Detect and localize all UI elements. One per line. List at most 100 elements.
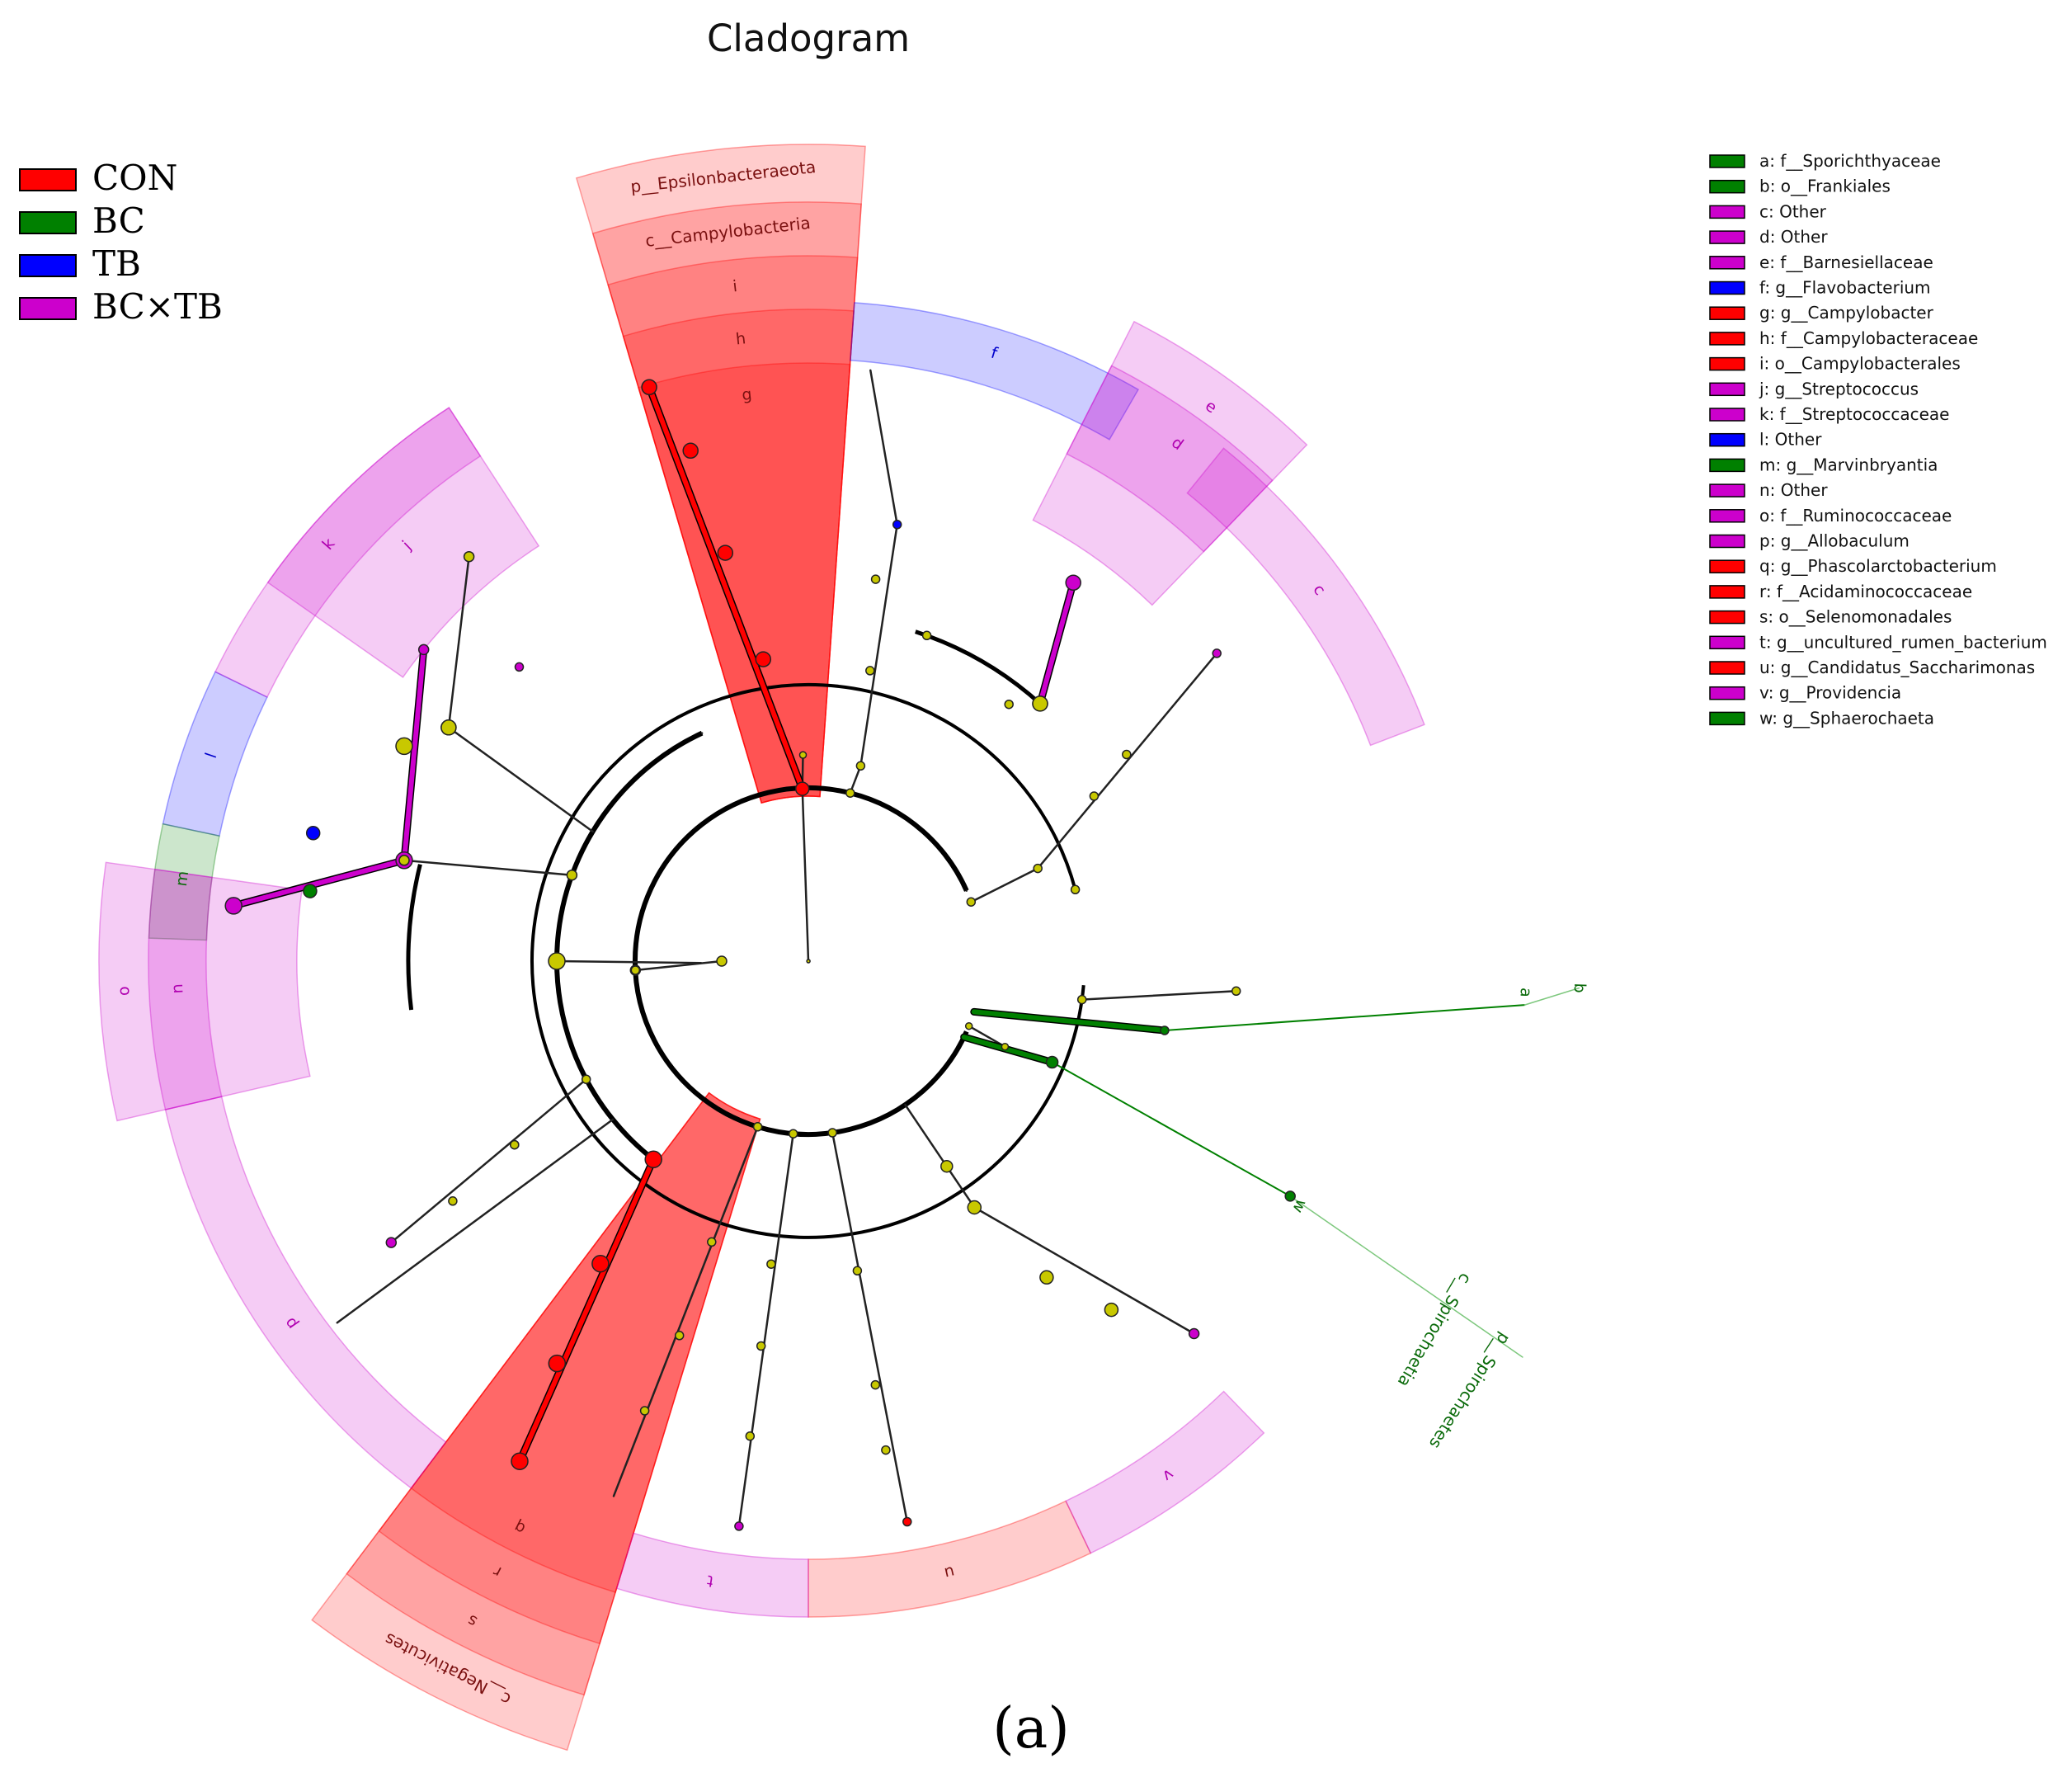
key-legend-swatch	[1709, 205, 1745, 219]
node-internal	[870, 574, 881, 584]
node-internal	[548, 952, 566, 970]
node-w-base	[1045, 1055, 1059, 1069]
key-legend-swatch	[1709, 686, 1745, 700]
node-internal	[1004, 699, 1014, 710]
node-internal	[852, 1266, 863, 1276]
key-legend-swatch	[1709, 661, 1745, 675]
key-legend-entry: k: f__Streptococcaceae	[1759, 404, 1949, 424]
node-internal	[1001, 1042, 1010, 1051]
node-s	[644, 1150, 662, 1169]
node-internal	[448, 1196, 458, 1206]
tree-edge	[859, 523, 898, 767]
key-legend-swatch	[1709, 256, 1745, 270]
node-j	[417, 644, 430, 656]
node-c	[1212, 648, 1222, 658]
key-legend-entry: o: f__Ruminococcaceae	[1759, 506, 1952, 526]
clade-labels: p__Epsilonbacteraeotac__Campylobacteriai…	[115, 157, 1589, 1709]
key-legend-entry: c: Other	[1759, 201, 1827, 221]
node-j-base	[514, 662, 525, 672]
key-legend-swatch	[1709, 432, 1745, 447]
sector-o	[98, 861, 223, 1122]
key-legend-entry: q: g__Phascolarctobacterium	[1759, 556, 1997, 576]
tree-edge	[403, 859, 573, 876]
clade-highlights	[98, 144, 1425, 1751]
key-legend-entry: u: g__Candidatus_Saccharimonas	[1759, 658, 2035, 677]
node-internal	[463, 550, 475, 563]
group-legend-swatch	[19, 254, 77, 277]
key-legend-entry: n: Other	[1759, 480, 1828, 500]
key-legend-entry: l: Other	[1759, 430, 1822, 450]
tree-nodes	[224, 379, 1296, 1531]
key-legend-swatch	[1709, 610, 1745, 625]
node-h	[717, 545, 734, 561]
junction-arc-fd	[915, 629, 1042, 705]
tree-edge	[904, 1103, 976, 1209]
node-internal	[1076, 994, 1087, 1005]
clade-label-h: h	[735, 329, 746, 348]
node-g-upper	[682, 442, 699, 460]
key-legend-swatch	[1709, 458, 1745, 473]
node-q	[511, 1452, 529, 1470]
node-internal	[1231, 986, 1241, 997]
sector-l	[162, 671, 268, 837]
sector-p-epsilonbacteraeota	[575, 144, 866, 804]
clade-label-c-spirochaetia: c__Spirochaetia	[1394, 1270, 1476, 1390]
tree-edges	[229, 369, 1580, 1528]
edge-spiro-long	[1289, 1195, 1523, 1358]
node-internal	[798, 751, 808, 759]
node-l	[305, 826, 321, 841]
group-legend-label: CON	[92, 158, 177, 198]
branch-d	[1038, 580, 1076, 706]
node-internal	[1104, 1302, 1119, 1318]
node-u	[902, 1516, 912, 1527]
branch-a	[971, 1009, 1167, 1033]
sector-p	[164, 1096, 447, 1489]
node-internal	[707, 1237, 717, 1247]
tree-edge	[737, 1132, 794, 1528]
key-legend-swatch	[1709, 534, 1745, 549]
inner-ring-arc	[633, 785, 969, 1137]
tree-edge	[801, 786, 810, 963]
node-p	[385, 1237, 398, 1248]
firmicutes-arc	[554, 730, 704, 1162]
group-legend-swatch	[19, 168, 77, 191]
clade-label-g: g	[741, 385, 752, 404]
tree-edge	[447, 555, 470, 729]
node-d	[1065, 574, 1081, 592]
clade-label-p-spirochaetes: p__Spirochaetes	[1425, 1329, 1515, 1452]
branch-selenomonadales	[517, 1157, 657, 1464]
node-internal	[881, 1445, 891, 1455]
node-v	[1188, 1327, 1200, 1340]
tree-edge	[973, 1206, 1195, 1335]
node-internal	[395, 737, 413, 756]
sector-m	[148, 823, 220, 941]
edge-spiro	[1051, 1061, 1292, 1197]
node-internal	[756, 1341, 766, 1351]
node-internal	[566, 869, 578, 881]
sector-f	[850, 302, 1140, 441]
node-internal	[967, 1200, 982, 1215]
group-legend-label: TB	[92, 243, 141, 284]
node-internal	[440, 719, 457, 736]
node-internal	[1032, 695, 1048, 712]
tree-edge	[849, 765, 862, 794]
node-i	[755, 651, 772, 667]
sector-c	[1186, 447, 1425, 747]
branch-j	[402, 647, 426, 863]
node-internal	[1039, 1270, 1054, 1285]
key-legend-entry: t: g__uncultured_rumen_bacterium	[1759, 632, 2047, 652]
node-g	[641, 379, 657, 396]
key-legend-entry: j: g__Streptococcus	[1759, 379, 1919, 398]
sector-e	[1066, 320, 1308, 553]
group-legend-swatch	[19, 211, 77, 234]
branch-campylobacterales	[647, 384, 805, 792]
sector-n-left	[148, 868, 311, 1110]
key-legend-entry: a: f__Sporichthyaceae	[1759, 151, 1941, 171]
tree-edge	[970, 867, 1039, 903]
tree-edge	[869, 369, 898, 526]
key-legend-entry: p: g__Allobaculum	[1759, 531, 1910, 551]
tree-edge	[390, 1077, 587, 1244]
node-internal	[674, 1331, 685, 1341]
branch-w	[961, 1035, 1055, 1065]
sector-c-campylobacteria	[591, 201, 863, 804]
